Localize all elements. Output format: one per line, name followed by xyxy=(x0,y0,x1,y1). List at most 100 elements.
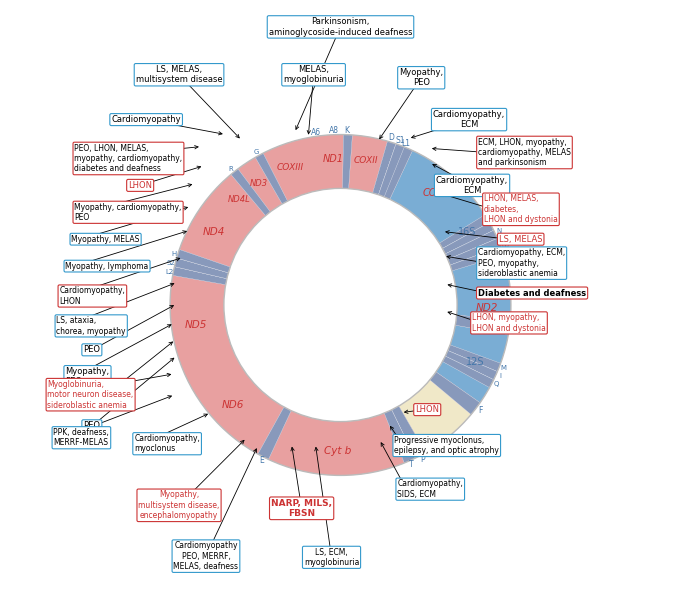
Text: Myopathy, cardiomyopathy,
PEO: Myopathy, cardiomyopathy, PEO xyxy=(74,203,182,222)
Text: E: E xyxy=(259,456,264,465)
Text: LHON, MELAS,
diabetes,
LHON and dystonia: LHON, MELAS, diabetes, LHON and dystonia xyxy=(484,194,558,224)
Text: NARP, MILS,
FBSN: NARP, MILS, FBSN xyxy=(271,499,332,518)
Text: LHON: LHON xyxy=(415,405,439,414)
Polygon shape xyxy=(384,410,415,463)
Polygon shape xyxy=(443,222,494,254)
Text: Cardiomyopathy,
SIDS, ECM: Cardiomyopathy, SIDS, ECM xyxy=(397,480,463,499)
Polygon shape xyxy=(390,151,511,320)
Text: PPK, deafness,
MERRF-MELAS: PPK, deafness, MERRF-MELAS xyxy=(54,428,110,447)
Polygon shape xyxy=(445,350,497,380)
Polygon shape xyxy=(373,141,396,195)
Polygon shape xyxy=(456,315,510,334)
Polygon shape xyxy=(373,141,396,195)
Text: Q: Q xyxy=(494,382,498,388)
Polygon shape xyxy=(170,135,511,475)
Text: G: G xyxy=(253,150,259,155)
Text: 16S: 16S xyxy=(458,227,477,237)
Polygon shape xyxy=(173,267,227,285)
Text: A6: A6 xyxy=(311,127,321,136)
Text: Cardiomyopathy,
LHON: Cardiomyopathy, LHON xyxy=(59,286,125,306)
Polygon shape xyxy=(381,145,413,199)
Text: Y: Y xyxy=(488,212,492,218)
Text: PEO: PEO xyxy=(83,345,100,355)
Text: R: R xyxy=(228,166,233,172)
Text: COXIII: COXIII xyxy=(277,163,304,172)
Text: Cardiomyopathy
PEO, MERRF,
MELAS, deafness: Cardiomyopathy PEO, MERRF, MELAS, deafne… xyxy=(174,541,238,571)
Text: Myopathy, MELAS: Myopathy, MELAS xyxy=(72,234,140,244)
Polygon shape xyxy=(384,410,415,463)
Text: A: A xyxy=(500,237,505,243)
Text: A8: A8 xyxy=(330,126,339,135)
Text: Cardiomyopathy, ECM,
PEO, myopathy,
sideroblastic anemia: Cardiomyopathy, ECM, PEO, myopathy, side… xyxy=(478,248,565,278)
Text: ND2: ND2 xyxy=(476,303,498,313)
Text: Myoglobinuria,
motor neuron disease,
sideroblastic anemia: Myoglobinuria, motor neuron disease, sid… xyxy=(48,380,133,410)
Polygon shape xyxy=(439,215,490,248)
Text: COXI: COXI xyxy=(423,188,447,198)
Polygon shape xyxy=(445,350,497,380)
Text: LS, ECM,
myoglobinuria: LS, ECM, myoglobinuria xyxy=(304,548,359,567)
Text: S2: S2 xyxy=(167,260,176,266)
Polygon shape xyxy=(343,135,352,188)
Text: K: K xyxy=(344,126,349,135)
Polygon shape xyxy=(448,239,501,265)
Polygon shape xyxy=(450,247,503,271)
Text: W: W xyxy=(502,245,509,251)
Text: Cardiomyopathy,
myoclonus: Cardiomyopathy, myoclonus xyxy=(134,434,200,453)
Text: M: M xyxy=(501,365,507,371)
Text: Myopathy,
PEO: Myopathy, PEO xyxy=(65,367,110,386)
Polygon shape xyxy=(255,153,287,204)
Text: ND4: ND4 xyxy=(202,227,225,237)
Text: Cyt b: Cyt b xyxy=(324,447,351,456)
Polygon shape xyxy=(381,145,413,199)
Text: Myopathy,
multisystem disease,
encephalomyopathy: Myopathy, multisystem disease, encephalo… xyxy=(138,490,220,520)
Polygon shape xyxy=(448,239,501,265)
Text: N: N xyxy=(496,228,501,234)
Text: PEO, LHON, MELAS,
myopathy, cardiomyopathy,
diabetes and deafness: PEO, LHON, MELAS, myopathy, cardiomyopat… xyxy=(74,144,183,173)
Polygon shape xyxy=(436,325,508,402)
Polygon shape xyxy=(174,258,228,279)
Text: L1: L1 xyxy=(401,139,411,148)
Polygon shape xyxy=(443,222,494,254)
Polygon shape xyxy=(445,230,497,260)
Text: Myopathy, lymphoma: Myopathy, lymphoma xyxy=(65,261,148,271)
Polygon shape xyxy=(443,356,494,388)
Text: Diabetes and deafness: Diabetes and deafness xyxy=(478,288,586,298)
Text: LS, ataxia,
chorea, myopathy: LS, ataxia, chorea, myopathy xyxy=(57,316,126,335)
Polygon shape xyxy=(450,247,503,271)
Polygon shape xyxy=(255,153,287,204)
Polygon shape xyxy=(231,169,270,216)
Text: LHON: LHON xyxy=(128,181,152,190)
Text: ECM: ECM xyxy=(86,399,105,408)
Text: T: T xyxy=(409,460,414,469)
Polygon shape xyxy=(173,267,227,285)
Polygon shape xyxy=(258,407,291,459)
Text: ECM, LHON, myopathy,
cardiomyopathy, MELAS
and parkinsonism: ECM, LHON, myopathy, cardiomyopathy, MEL… xyxy=(478,138,571,167)
Polygon shape xyxy=(231,169,270,216)
Polygon shape xyxy=(379,144,405,197)
Text: ND5: ND5 xyxy=(185,321,206,330)
Polygon shape xyxy=(448,345,501,371)
Text: ND4L: ND4L xyxy=(227,195,250,204)
Text: F: F xyxy=(478,405,482,414)
Polygon shape xyxy=(445,230,497,260)
Text: Parkinsonism,
aminoglycoside-induced deafness: Parkinsonism, aminoglycoside-induced dea… xyxy=(269,17,412,36)
Polygon shape xyxy=(399,380,471,453)
Text: Cardiomyopathy,
ECM: Cardiomyopathy, ECM xyxy=(436,176,508,195)
Text: Progressive myoclonus,
epilepsy, and optic atrophy: Progressive myoclonus, epilepsy, and opt… xyxy=(394,436,499,455)
Text: S1: S1 xyxy=(396,136,405,145)
Polygon shape xyxy=(430,372,480,414)
Text: V: V xyxy=(511,322,516,331)
Polygon shape xyxy=(430,372,480,414)
Text: L2: L2 xyxy=(165,269,173,274)
Text: ND1: ND1 xyxy=(322,154,343,164)
Polygon shape xyxy=(392,406,426,458)
Polygon shape xyxy=(176,249,230,273)
Text: Cardiomyopathy,
ECM: Cardiomyopathy, ECM xyxy=(433,110,505,129)
Polygon shape xyxy=(258,407,291,459)
Polygon shape xyxy=(439,215,490,248)
Polygon shape xyxy=(343,135,352,188)
Text: D: D xyxy=(389,133,394,142)
Text: COXII: COXII xyxy=(353,156,378,165)
Polygon shape xyxy=(174,258,228,279)
Polygon shape xyxy=(379,144,405,197)
